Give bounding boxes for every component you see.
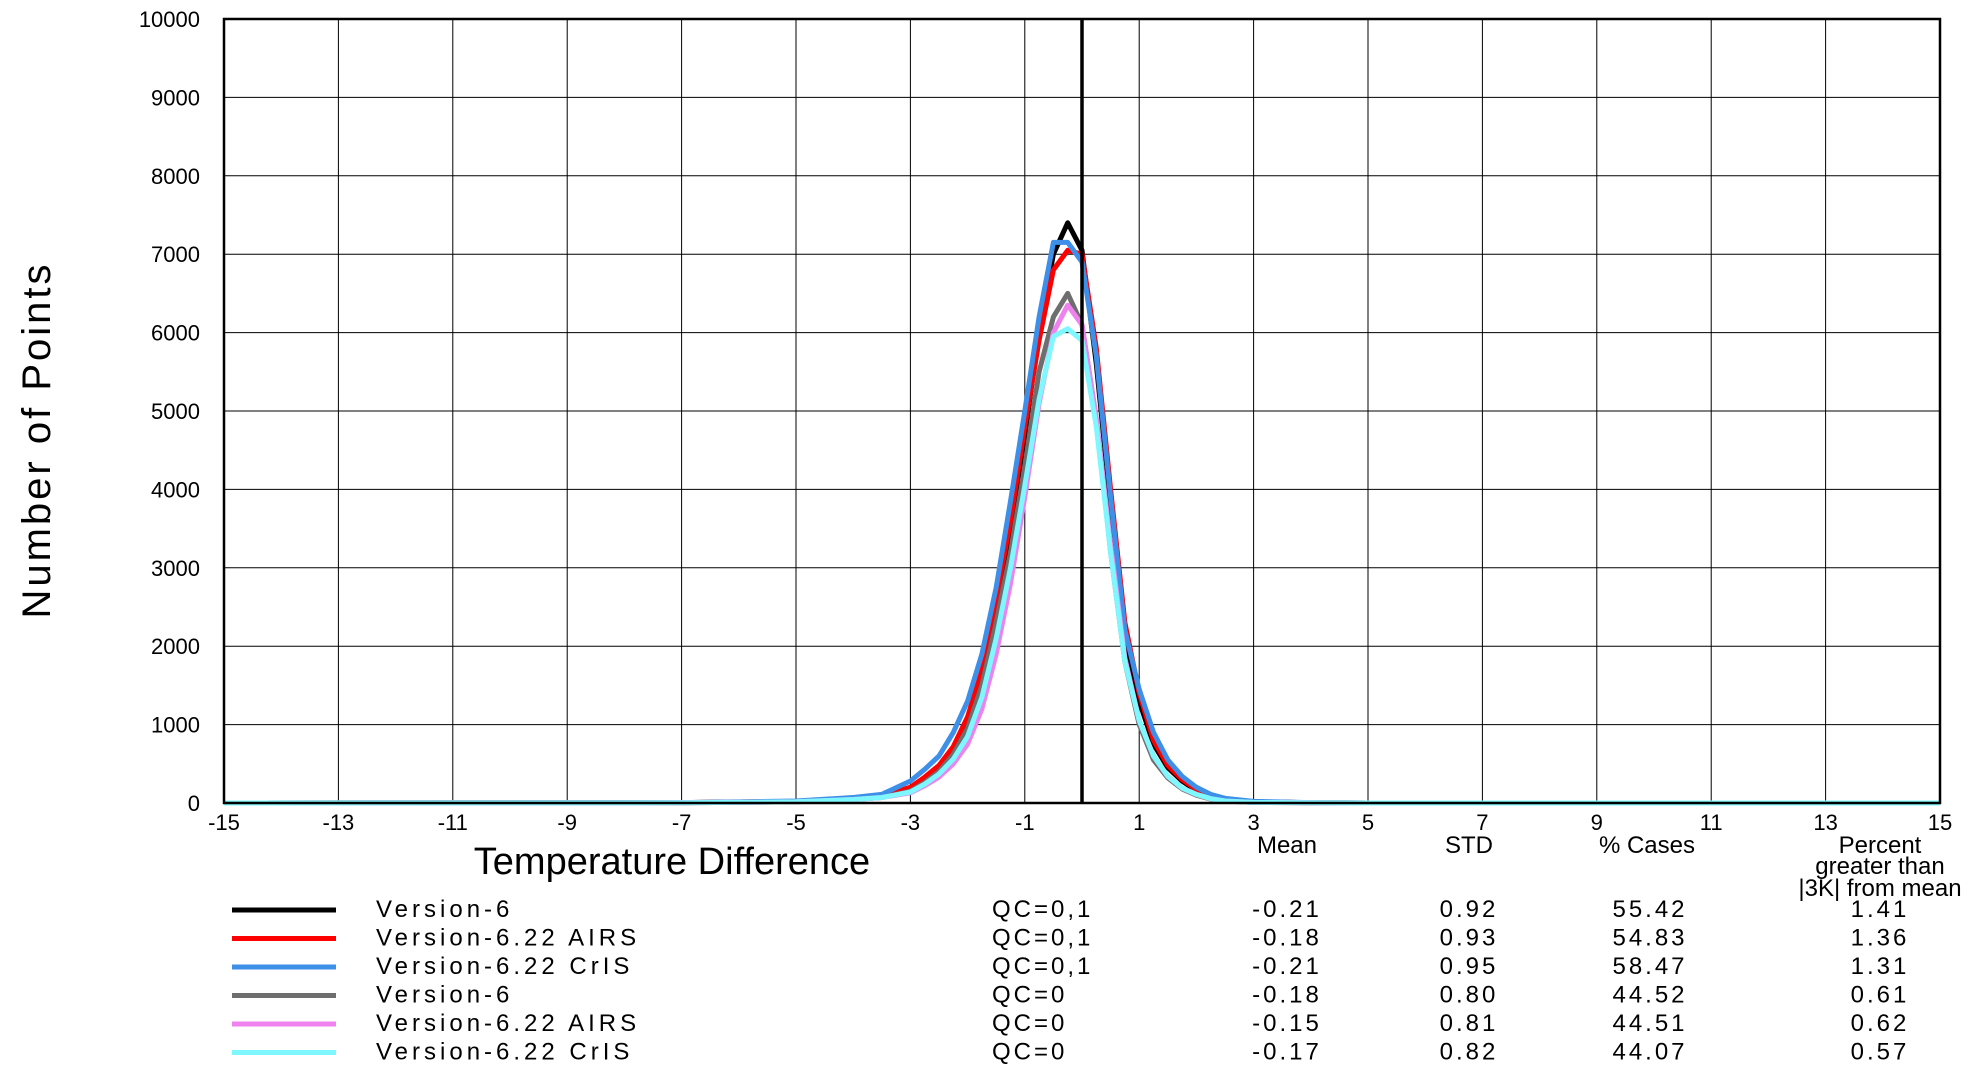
x-tick-label: 11: [1700, 810, 1723, 835]
legend-qc: QC=0,1: [992, 953, 1093, 980]
x-tick-label: -13: [323, 810, 355, 835]
stat-pct: 1.31: [1851, 953, 1910, 980]
stat-mean: -0.21: [1252, 896, 1322, 923]
y-tick-label: 9000: [151, 85, 200, 110]
stats-headers: Mean STD % Cases Percent greater than |3…: [1257, 832, 1962, 902]
y-tick-label: 2000: [151, 634, 200, 659]
stat-cases: 54.83: [1612, 925, 1687, 952]
series-line-6: [223, 326, 1940, 806]
legend-label: Version-6.22 AIRS: [376, 925, 640, 952]
stat-cases: 44.51: [1612, 1010, 1687, 1037]
legend-qc: QC=0,1: [992, 896, 1093, 923]
legend-label: Version-6.22 CrIS: [376, 1039, 633, 1066]
legend-qc: QC=0,1: [992, 925, 1093, 952]
header-std: STD: [1445, 832, 1493, 859]
legend-row: Version-6.22 CrIS QC=0,1 -0.21 0.95 58.47 1.3…: [232, 953, 1910, 980]
legend-row: Version-6 QC=0 -0.18 0.80 44.52 0.61: [232, 982, 1910, 1009]
series-line-3: [223, 239, 1940, 806]
legend-label: Version-6: [376, 896, 513, 923]
y-axis-title: Number of Points: [15, 261, 59, 618]
header-mean: Mean: [1257, 832, 1317, 859]
y-tick-label: 1000: [151, 713, 200, 738]
x-tick-label: 3: [1247, 810, 1259, 835]
legend-row: Version-6.22 CrIS QC=0 -0.17 0.82 44.07 0.57: [232, 1039, 1910, 1066]
stat-std: 0.81: [1440, 1010, 1499, 1037]
x-tick-label: 13: [1813, 810, 1837, 835]
header-pct-line3: |3K| from mean: [1798, 875, 1961, 902]
axes: [222, 17, 1942, 805]
x-tick-label: 7: [1476, 810, 1488, 835]
stat-cases: 58.47: [1612, 953, 1687, 980]
legend-row: Version-6 QC=0,1 -0.21 0.92 55.42 1.41: [232, 896, 1910, 923]
x-tick-label: -5: [786, 810, 806, 835]
y-tick-label: 6000: [151, 321, 200, 346]
y-tick-label: 0: [188, 791, 200, 816]
header-pct-line1: Percent: [1839, 832, 1922, 859]
tick-labels: -15 -13 -11 -9 -7 -5 -3 -1 1 3 5 7 9 11 13 150100020003…: [139, 7, 1952, 835]
stat-std: 0.93: [1440, 925, 1499, 952]
x-tick-label: -9: [557, 810, 577, 835]
x-tick-label: -11: [438, 810, 468, 835]
legend-qc: QC=0: [992, 1039, 1067, 1066]
stat-mean: -0.15: [1252, 1010, 1322, 1037]
legend-row: Version-6.22 AIRS QC=0 -0.15 0.81 44.51 0.62: [232, 1010, 1910, 1037]
x-axis-title: Temperature Difference: [474, 841, 870, 883]
stat-mean: -0.21: [1252, 953, 1322, 980]
stat-mean: -0.17: [1252, 1039, 1322, 1066]
y-tick-label: 8000: [151, 164, 200, 189]
x-tick-label: -1: [1015, 810, 1035, 835]
legend-qc: QC=0: [992, 982, 1067, 1009]
legend: Version-6 QC=0,1 -0.21 0.92 55.42 1.41Version…: [232, 896, 1910, 1066]
x-tick-label: 5: [1362, 810, 1374, 835]
x-tick-label: 1: [1133, 810, 1145, 835]
x-tick-label: -3: [901, 810, 921, 835]
y-tick-label: 7000: [151, 242, 200, 267]
legend-label: Version-6.22 CrIS: [376, 953, 633, 980]
series-group: [223, 220, 1940, 806]
stat-pct: 0.61: [1851, 982, 1910, 1009]
stat-pct: 1.36: [1851, 925, 1910, 952]
x-tick-label: -15: [208, 810, 240, 835]
y-tick-label: 10000: [139, 7, 200, 32]
stat-mean: -0.18: [1252, 982, 1322, 1009]
stat-pct: 0.57: [1851, 1039, 1910, 1066]
stat-cases: 55.42: [1612, 896, 1687, 923]
stat-pct: 1.41: [1851, 896, 1910, 923]
x-tick-label: -7: [672, 810, 692, 835]
x-tick-label: 9: [1591, 810, 1603, 835]
legend-label: Version-6: [376, 982, 513, 1009]
stat-std: 0.80: [1440, 982, 1499, 1009]
header-pct-line2: greater than: [1815, 853, 1944, 880]
y-tick-label: 5000: [151, 399, 200, 424]
legend-label: Version-6.22 AIRS: [376, 1010, 640, 1037]
stat-mean: -0.18: [1252, 925, 1322, 952]
y-tick-label: 4000: [151, 477, 200, 502]
stat-cases: 44.07: [1612, 1039, 1687, 1066]
legend-row: Version-6.22 AIRS QC=0,1 -0.18 0.93 54.83 1.3…: [232, 925, 1910, 952]
stat-std: 0.92: [1440, 896, 1499, 923]
header-cases: % Cases: [1599, 832, 1695, 859]
y-tick-label: 3000: [151, 556, 200, 581]
stat-cases: 44.52: [1612, 982, 1687, 1009]
stat-pct: 0.62: [1851, 1010, 1910, 1037]
x-tick-label: 15: [1928, 810, 1952, 835]
stat-std: 0.82: [1440, 1039, 1499, 1066]
legend-qc: QC=0: [992, 1010, 1067, 1037]
stat-std: 0.95: [1440, 953, 1499, 980]
